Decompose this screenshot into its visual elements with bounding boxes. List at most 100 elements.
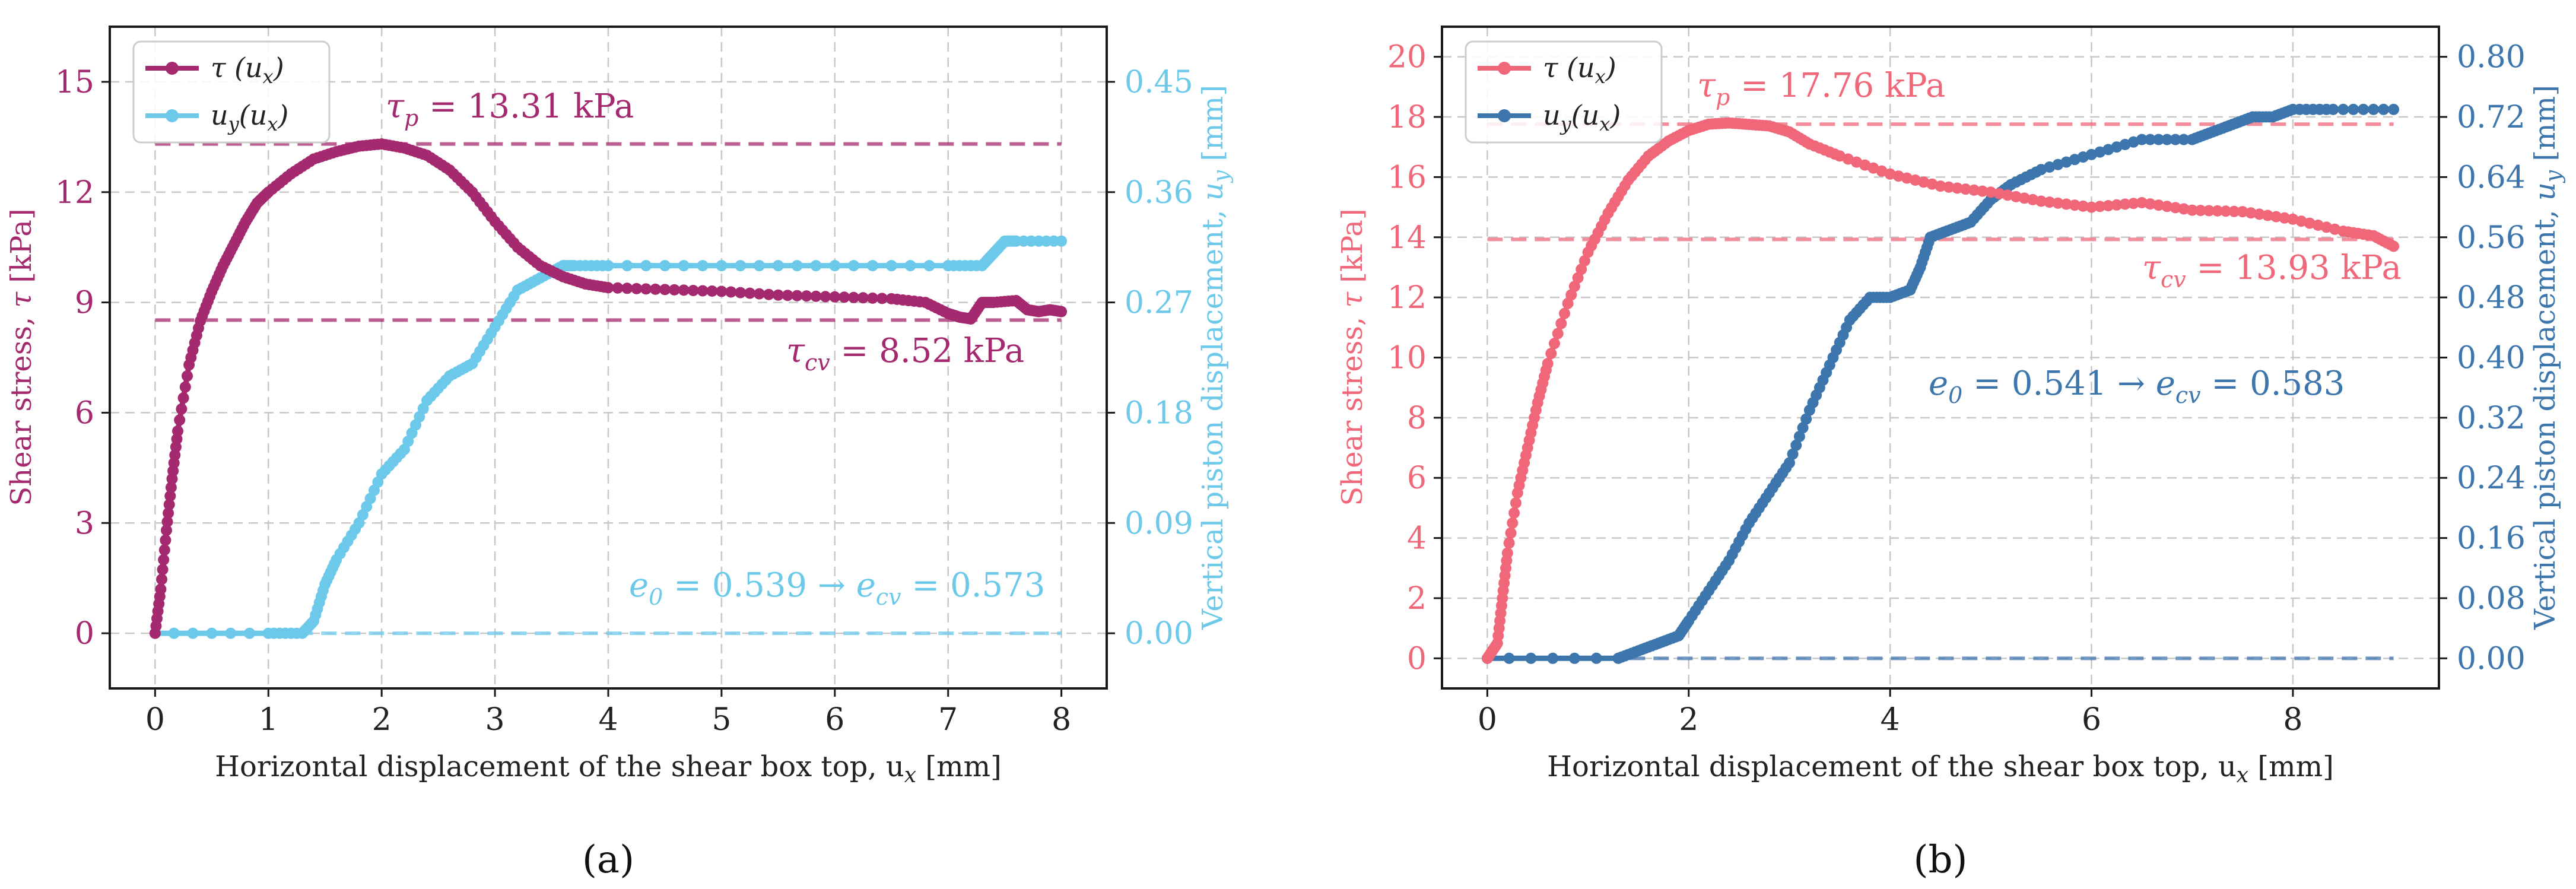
right-tick-label: 0.40 xyxy=(2457,341,2526,376)
data-point xyxy=(172,425,183,437)
data-point xyxy=(1545,348,1557,360)
data-point xyxy=(2153,199,2165,211)
panel-a-x-axis-label: Horizontal displacement of the shear box… xyxy=(215,750,1002,788)
data-point xyxy=(2170,134,2181,145)
data-point xyxy=(876,293,888,304)
left-tick-label: 0 xyxy=(1407,641,1427,677)
data-point xyxy=(772,260,784,272)
x-tick-label: 8 xyxy=(2283,702,2302,738)
data-point xyxy=(2153,134,2165,145)
data-point xyxy=(631,282,643,294)
data-point xyxy=(602,282,614,294)
data-point xyxy=(2170,202,2181,214)
data-point xyxy=(923,260,935,272)
data-point xyxy=(1549,338,1560,350)
panel-b-void-ratio-annotation: e0 = 0.541 → ecv = 0.583 xyxy=(1929,364,2345,408)
panel-b-right-axis-label: Vertical piston displacement, uy [mm] xyxy=(2529,85,2566,630)
right-tick-label: 0.18 xyxy=(1125,395,1193,431)
right-tick-label: 0.16 xyxy=(2457,521,2526,557)
data-point xyxy=(772,289,784,301)
data-point xyxy=(678,284,690,296)
data-point xyxy=(2245,207,2257,219)
right-tick-label: 0.45 xyxy=(1125,65,1193,100)
data-point xyxy=(244,627,255,639)
data-point xyxy=(156,573,167,585)
x-tick-label: 3 xyxy=(485,702,505,738)
data-point xyxy=(2161,134,2173,145)
left-tick-label: 6 xyxy=(1407,461,1427,496)
x-tick-label: 5 xyxy=(712,702,731,738)
data-point xyxy=(2035,195,2047,207)
left-tick-label: 20 xyxy=(1387,40,1427,75)
data-point xyxy=(687,285,699,296)
panel-a-right-ticks: 0.00 0.09 0.18 0.27 0.36 0.45 xyxy=(1107,65,1193,652)
data-point xyxy=(1559,307,1570,319)
data-point xyxy=(2279,212,2291,224)
data-point xyxy=(706,285,718,297)
data-point xyxy=(1508,507,1520,519)
data-point xyxy=(2186,204,2198,216)
data-point xyxy=(2304,217,2315,229)
data-point xyxy=(820,291,831,303)
data-point xyxy=(187,627,199,639)
right-tick-label: 0.24 xyxy=(2457,461,2526,496)
data-point xyxy=(621,260,633,272)
x-tick-label: 2 xyxy=(372,702,392,738)
left-tick-label: 14 xyxy=(1387,220,1427,256)
right-tick-label: 0.36 xyxy=(1125,175,1193,211)
right-tick-label: 0.32 xyxy=(2457,401,2526,436)
panel-a-x-ticks: 0 1 2 3 4 5 6 7 8 xyxy=(145,688,1071,738)
left-tick-label: 12 xyxy=(55,175,94,211)
x-tick-label: 0 xyxy=(145,702,165,738)
data-point xyxy=(1985,186,1997,198)
data-point xyxy=(176,403,188,415)
data-point xyxy=(1968,184,1980,196)
data-point xyxy=(791,290,803,301)
data-point xyxy=(1787,448,1799,460)
panel-b-series xyxy=(1481,103,2400,664)
data-point xyxy=(2094,201,2106,212)
data-point xyxy=(2348,103,2359,115)
data-point xyxy=(867,292,878,304)
data-point xyxy=(2018,192,2030,204)
data-point xyxy=(754,288,765,300)
data-point xyxy=(2086,201,2097,213)
data-point xyxy=(1800,413,1812,425)
data-point xyxy=(161,525,172,536)
data-point xyxy=(174,414,186,426)
right-tick-label: 0.48 xyxy=(2457,280,2526,316)
data-point xyxy=(612,282,624,294)
data-point xyxy=(791,260,803,272)
data-point xyxy=(163,499,175,510)
data-point xyxy=(1793,431,1805,442)
data-point xyxy=(2136,197,2148,208)
data-point xyxy=(2337,103,2349,115)
data-point xyxy=(206,627,218,639)
data-point xyxy=(697,285,709,297)
data-point xyxy=(2262,209,2273,221)
data-point xyxy=(161,516,173,528)
data-point xyxy=(678,260,690,272)
data-point xyxy=(697,260,709,272)
panel-b-cv-annotation: τcv = 13.93 kPa xyxy=(2142,249,2402,293)
data-point xyxy=(179,381,191,393)
left-tick-label: 6 xyxy=(75,395,94,431)
data-point xyxy=(725,286,737,298)
data-point xyxy=(1503,537,1515,549)
left-tick-label: 9 xyxy=(75,285,94,321)
data-point xyxy=(2237,206,2248,218)
data-point xyxy=(1993,188,2005,199)
data-point xyxy=(2145,134,2156,145)
panel-b-caption: (b) xyxy=(1914,838,1968,882)
data-point xyxy=(1568,281,1580,293)
left-tick-label: 0 xyxy=(75,616,94,652)
data-point xyxy=(2327,103,2339,115)
data-point xyxy=(168,627,180,639)
data-point xyxy=(1505,527,1517,539)
right-tick-label: 0.00 xyxy=(1125,616,1193,652)
data-point xyxy=(2178,134,2190,145)
data-point xyxy=(1547,652,1559,664)
data-point xyxy=(716,285,728,297)
data-point xyxy=(1503,652,1515,664)
